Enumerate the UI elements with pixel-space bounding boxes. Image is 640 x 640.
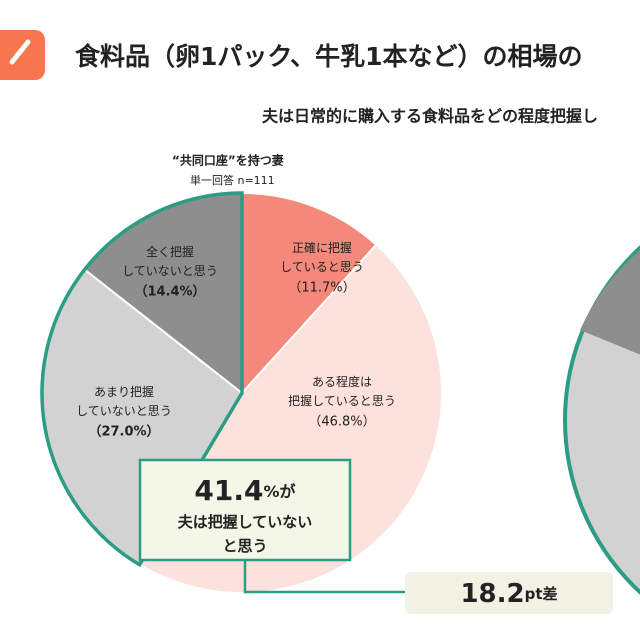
slice-label: 全く把握していないと思う bbox=[122, 244, 218, 278]
connector bbox=[243, 560, 405, 594]
second-pie-slice bbox=[580, 250, 640, 355]
callout-text: 夫は把握していないと思う bbox=[178, 513, 313, 555]
callout-box bbox=[138, 458, 352, 562]
slice-label: ある程度は把握していると思う bbox=[288, 374, 396, 408]
slice-value-label: （11.7%） bbox=[288, 281, 355, 296]
difference-suffix: pt差 bbox=[525, 585, 558, 603]
callout-number: 41.4 bbox=[194, 474, 263, 507]
chart-subtitle: 単一回答 n=111 bbox=[190, 173, 275, 187]
slice-value-label: （46.8%） bbox=[308, 415, 375, 430]
group-outline bbox=[40, 191, 244, 568]
header-title: 食料品（卵1パック、牛乳1本など）の相場の bbox=[75, 42, 583, 71]
chart-title: “共同口座”を持つ妻 bbox=[172, 153, 284, 168]
slice-label: あまり把握していないと思う bbox=[76, 384, 172, 418]
callout-headline: 41.4%が bbox=[194, 474, 295, 507]
icon bbox=[0, 30, 45, 80]
slice-value-label: （27.0%） bbox=[88, 424, 159, 440]
icon-mark bbox=[9, 39, 31, 65]
slice-value-label: （14.4%） bbox=[134, 284, 205, 300]
slice-label: 正確に把握していると思う bbox=[280, 240, 364, 274]
difference-number: 18.2 bbox=[460, 579, 524, 609]
difference: 18.2pt差 bbox=[460, 579, 557, 609]
callout-suffix: %が bbox=[264, 482, 296, 501]
pie-slice bbox=[241, 191, 378, 396]
difference-box bbox=[405, 572, 613, 614]
header-subtitle: 夫は日常的に購入する食料品をどの程度把握し bbox=[262, 107, 598, 126]
second-pie bbox=[563, 245, 640, 595]
